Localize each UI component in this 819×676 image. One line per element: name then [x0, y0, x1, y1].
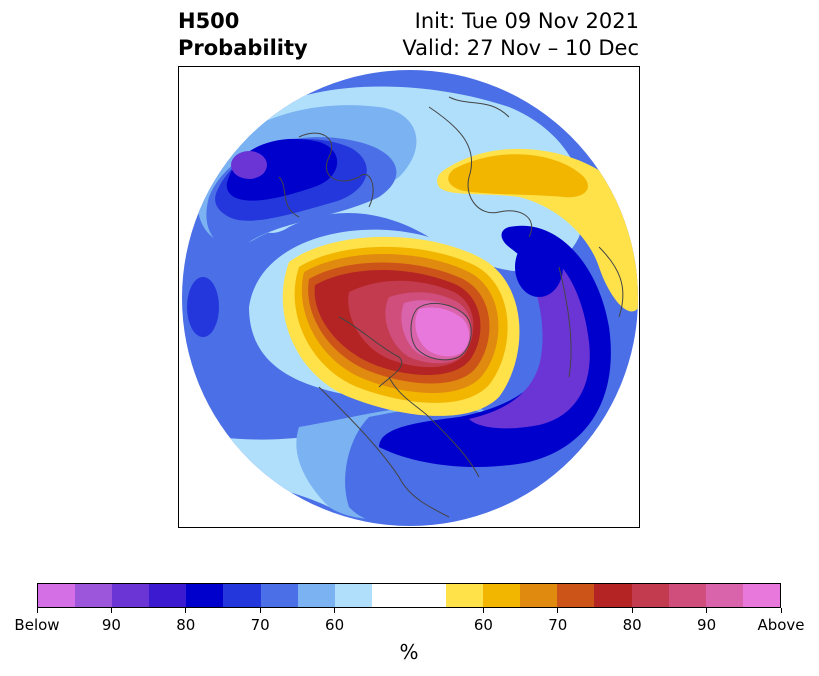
colorbar-tick	[185, 608, 187, 613]
colorbar-segment	[594, 584, 632, 607]
colorbar-units: %	[399, 640, 419, 664]
probability-map	[178, 66, 640, 528]
colorbar-segment	[334, 584, 372, 607]
colorbar-segment	[483, 584, 521, 607]
colorbar-segment	[705, 584, 743, 607]
colorbar-tick	[334, 608, 336, 613]
coast-alaska	[558, 246, 624, 378]
colorbar-segment	[446, 584, 484, 607]
coast-north-america	[318, 386, 480, 518]
colorbar	[37, 583, 781, 608]
valid-range: Valid: 27 Nov – 10 Dec	[402, 36, 639, 60]
below-90-east-core	[469, 247, 590, 429]
chart-title-left: H500 Probability	[178, 8, 308, 62]
colorbar-segment	[631, 584, 669, 607]
colorbar-tick-label: 60	[473, 616, 493, 634]
coast-asia	[428, 96, 533, 238]
below-90-core-west	[231, 151, 267, 179]
colorbar-segment	[742, 584, 780, 607]
colorbar-segment	[408, 584, 447, 607]
colorbar-segment	[112, 584, 150, 607]
colorbar-tick-label: 90	[697, 616, 717, 634]
colorbar-segment	[371, 584, 409, 607]
colorbar-tick	[482, 608, 484, 613]
colorbar-tick-label: 80	[176, 616, 196, 634]
colorbar-tick	[36, 608, 38, 613]
init-date: Init: Tue 09 Nov 2021	[414, 9, 639, 33]
colorbar-segment	[557, 584, 595, 607]
colorbar-tick	[631, 608, 633, 613]
colorbar-tick	[557, 608, 559, 613]
colorbar-segment	[223, 584, 261, 607]
colorbar-tick-label: Above	[757, 616, 805, 634]
colorbar-tick-label: 80	[622, 616, 642, 634]
above-max-core	[415, 307, 469, 357]
below-70-west-lobe	[187, 277, 219, 337]
colorbar-tick-label: Below	[14, 616, 60, 634]
title-variable: H500	[178, 9, 240, 33]
above-65-north	[448, 154, 588, 198]
colorbar-tick-label: 60	[325, 616, 345, 634]
chart-title-right: Init: Tue 09 Nov 2021 Valid: 27 Nov – 10…	[402, 8, 639, 62]
title-type: Probability	[178, 36, 308, 60]
colorbar-segment	[38, 584, 76, 607]
polar-stereographic-map	[182, 70, 638, 526]
colorbar-tick	[259, 608, 261, 613]
coast-europe	[278, 132, 374, 218]
colorbar-segment	[668, 584, 706, 607]
colorbar-tick-label: 70	[250, 616, 270, 634]
colorbar-tick	[780, 608, 782, 613]
colorbar-segment	[149, 584, 187, 607]
coast-greenland	[410, 302, 472, 361]
colorbar-segment	[75, 584, 113, 607]
colorbar-segment	[186, 584, 224, 607]
colorbar-segment	[297, 584, 335, 607]
map-disk	[182, 70, 638, 526]
colorbar-tick	[110, 608, 112, 613]
colorbar-segment	[520, 584, 558, 607]
coastlines	[278, 96, 624, 518]
below-80-east-center	[515, 237, 563, 297]
colorbar-tick-label: 70	[548, 616, 568, 634]
coast-canada	[338, 316, 430, 418]
colorbar-tick	[706, 608, 708, 613]
colorbar-tick-label: 90	[101, 616, 121, 634]
colorbar-segment	[260, 584, 298, 607]
